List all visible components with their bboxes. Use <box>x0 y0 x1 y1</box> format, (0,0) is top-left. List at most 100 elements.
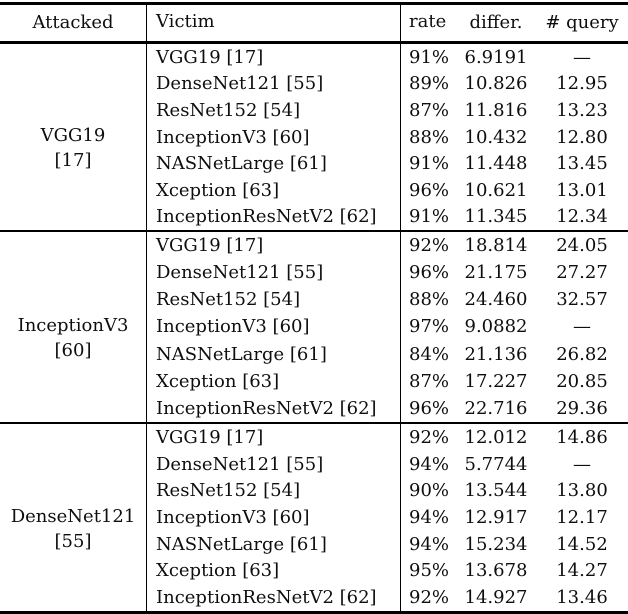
rate-cell: 88% <box>409 126 450 148</box>
attacked-ref: [60] <box>54 340 92 361</box>
block-rows: VGG19 [17] 92% 18.814 24.05 DenseNet121 … <box>146 232 628 422</box>
victim-cell: ResNet152 [54] <box>156 289 301 311</box>
table-header-row: Attacked Victim rate differ. # query <box>0 3 628 44</box>
table-row: VGG19 [17] 91% 6.9191 — <box>146 44 628 71</box>
differ-cell: 18.814 <box>464 235 528 257</box>
differ-cell: 10.826 <box>464 73 528 95</box>
query-cell: 12.34 <box>556 206 608 228</box>
table-block-vgg19: VGG19 [17] VGG19 [17] 91% 6.9191 — Dense… <box>0 44 628 232</box>
differ-cell: 11.448 <box>464 153 528 175</box>
header-differ: differ. <box>469 12 523 33</box>
query-cell: 14.86 <box>556 426 608 448</box>
victim-cell: VGG19 [17] <box>156 426 264 448</box>
table-row: InceptionV3 [60] 94% 12.917 12.17 <box>146 504 628 531</box>
differ-cell: 24.460 <box>464 289 528 311</box>
victim-cell: VGG19 [17] <box>156 46 264 68</box>
victim-cell: Xception [63] <box>156 370 280 392</box>
differ-cell: 5.7744 <box>464 453 528 475</box>
attacked-cell: VGG19 [17] <box>0 44 146 230</box>
rate-cell: 94% <box>409 453 450 475</box>
rate-cell: 89% <box>409 73 450 95</box>
rate-cell: 94% <box>409 507 450 529</box>
table-block-densenet121: DenseNet121 [55] VGG19 [17] 92% 12.012 1… <box>0 424 628 612</box>
table-row: DenseNet121 [55] 89% 10.826 12.95 <box>146 70 628 98</box>
victim-cell: DenseNet121 [55] <box>156 262 324 284</box>
differ-cell: 11.345 <box>464 206 528 228</box>
header-query: # query <box>545 12 619 33</box>
table-row: InceptionResNetV2 [62] 91% 11.345 12.34 <box>146 203 628 231</box>
table-row: VGG19 [17] 92% 12.012 14.86 <box>146 424 628 451</box>
victim-cell: ResNet152 [54] <box>156 99 301 121</box>
query-cell: 13.23 <box>556 99 608 121</box>
attacked-name: VGG19 <box>40 125 106 146</box>
rate-cell: 87% <box>409 99 450 121</box>
query-cell: 27.27 <box>556 262 608 284</box>
query-cell: 14.52 <box>556 533 608 555</box>
rate-cell: 91% <box>409 206 450 228</box>
rate-cell: 95% <box>409 560 450 582</box>
victim-cell: Xception [63] <box>156 179 280 201</box>
table-row: NASNetLarge [61] 94% 15.234 14.52 <box>146 530 628 558</box>
query-cell: 12.17 <box>556 507 608 529</box>
rate-cell: 96% <box>409 179 450 201</box>
query-cell: — <box>573 453 591 475</box>
victim-cell: InceptionResNetV2 [62] <box>156 397 377 419</box>
rate-cell: 87% <box>409 370 450 392</box>
attacked-ref: [55] <box>54 530 92 552</box>
block-rows: VGG19 [17] 92% 12.012 14.86 DenseNet121 … <box>146 424 628 612</box>
victim-cell: NASNetLarge [61] <box>156 533 327 555</box>
table-row: ResNet152 [54] 90% 13.544 13.80 <box>146 477 628 505</box>
table-row: InceptionResNetV2 [62] 96% 22.716 29.36 <box>146 394 628 422</box>
table-row: NASNetLarge [61] 84% 21.136 26.82 <box>146 340 628 368</box>
victim-cell: InceptionV3 [60] <box>156 126 310 148</box>
query-cell: 12.80 <box>556 126 608 148</box>
differ-cell: 14.927 <box>464 587 528 609</box>
query-cell: 13.80 <box>556 480 608 502</box>
rate-cell: 92% <box>409 587 450 609</box>
table-row: VGG19 [17] 92% 18.814 24.05 <box>146 232 628 260</box>
query-cell: 12.95 <box>556 73 608 95</box>
differ-cell: 10.621 <box>464 179 528 201</box>
victim-cell: Xception [63] <box>156 560 280 582</box>
victim-cell: InceptionV3 [60] <box>156 507 310 529</box>
query-cell: — <box>573 316 591 338</box>
rate-cell: 88% <box>409 289 450 311</box>
table-row: InceptionResNetV2 [62] 92% 14.927 13.46 <box>146 584 628 612</box>
differ-cell: 6.9191 <box>464 46 528 68</box>
victim-cell: InceptionResNetV2 [62] <box>156 206 377 228</box>
differ-cell: 17.227 <box>464 370 528 392</box>
differ-cell: 22.716 <box>464 397 528 419</box>
query-cell: 14.27 <box>556 560 608 582</box>
query-cell: 24.05 <box>556 235 608 257</box>
header-victim: Victim <box>146 3 400 43</box>
victim-cell: VGG19 [17] <box>156 235 264 257</box>
table-row: Xception [63] 95% 13.678 14.27 <box>146 557 628 585</box>
differ-cell: 21.175 <box>464 262 528 284</box>
differ-cell: 13.544 <box>464 480 528 502</box>
query-cell: 13.46 <box>556 587 608 609</box>
header-attacked: Attacked <box>32 12 114 33</box>
differ-cell: 12.917 <box>464 507 528 529</box>
victim-cell: InceptionV3 [60] <box>156 316 310 338</box>
query-cell: 13.45 <box>556 153 608 175</box>
attacked-cell: DenseNet121 [55] <box>0 424 146 611</box>
rate-cell: 94% <box>409 533 450 555</box>
query-cell: 29.36 <box>556 397 608 419</box>
rate-cell: 96% <box>409 397 450 419</box>
table-row: DenseNet121 [55] 94% 5.7744 — <box>146 450 628 478</box>
table-row: Xception [63] 96% 10.621 13.01 <box>146 176 628 204</box>
rate-cell: 91% <box>409 153 450 175</box>
differ-cell: 15.234 <box>464 533 528 555</box>
differ-cell: 11.816 <box>464 99 528 121</box>
attacked-name: InceptionV3 <box>17 315 129 336</box>
victim-cell: NASNetLarge [61] <box>156 153 327 175</box>
table-row: InceptionV3 [60] 97% 9.0882 — <box>146 313 628 341</box>
table-row: InceptionV3 [60] 88% 10.432 12.80 <box>146 123 628 151</box>
victim-cell: DenseNet121 [55] <box>156 453 324 475</box>
table-block-inceptionv3: InceptionV3 [60] VGG19 [17] 92% 18.814 2… <box>0 232 628 424</box>
differ-cell: 13.678 <box>464 560 528 582</box>
differ-cell: 9.0882 <box>464 316 528 338</box>
rate-cell: 96% <box>409 262 450 284</box>
attacked-cell: InceptionV3 [60] <box>0 232 146 422</box>
